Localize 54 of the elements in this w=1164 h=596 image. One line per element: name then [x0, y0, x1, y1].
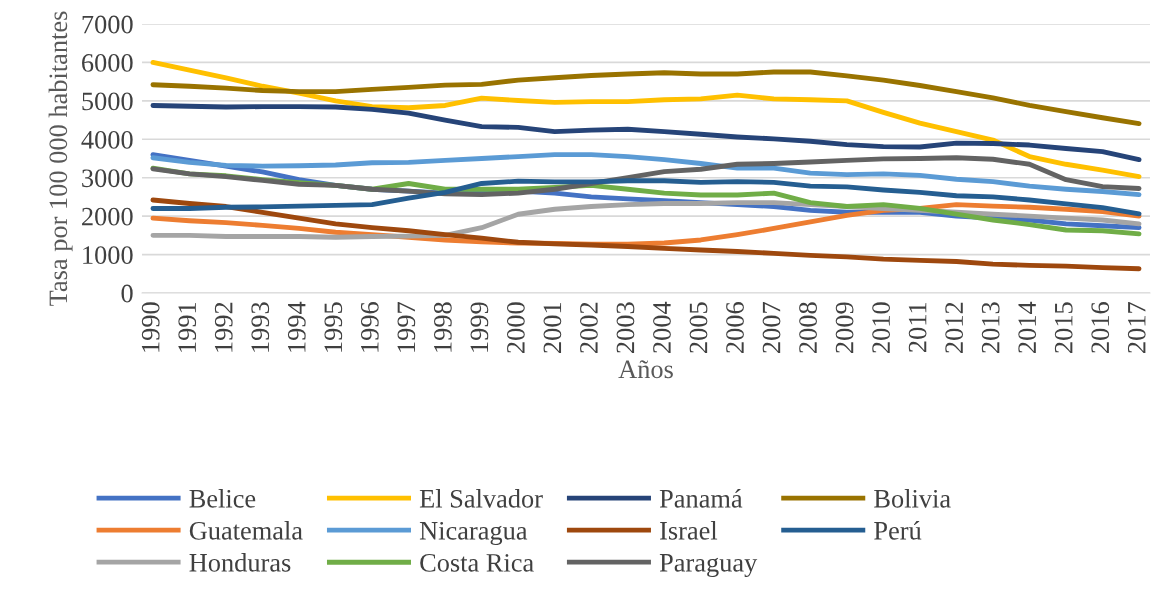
legend-label: Perú: [874, 521, 922, 540]
x-tick-label: 2012: [945, 302, 964, 353]
y-tick-label: 1000: [83, 246, 133, 264]
x-tick-label: 1992: [214, 302, 233, 352]
x-tick-label: 1999: [470, 302, 489, 352]
x-tick-label: 2008: [799, 302, 817, 353]
x-tick-label: 2009: [835, 302, 854, 353]
x-tick-label: 2017: [1127, 302, 1146, 353]
x-tick-label: 2011: [908, 302, 927, 352]
x-tick-label: 1996: [360, 302, 379, 352]
x-tick-label: 2005: [689, 302, 708, 353]
x-tick-label: 2004: [653, 301, 671, 353]
line-series: [150, 197, 1142, 272]
legend-label: Honduras: [189, 553, 291, 572]
x-tick-label: 2010: [872, 302, 890, 353]
legend-label: Israel: [660, 521, 718, 540]
x-tick-label: 2015: [1054, 302, 1073, 353]
line-series: [150, 60, 1142, 179]
line-series: [150, 178, 1142, 217]
y-tick-label: 0: [121, 284, 133, 303]
legend-label: Paraguay: [659, 554, 758, 578]
x-tick-label: 2007: [762, 302, 781, 353]
legend-label: El Salvador: [419, 489, 543, 508]
legend-label: Costa Rica: [420, 554, 534, 572]
x-tick-label: 1997: [397, 302, 416, 352]
x-tick-label: 2002: [580, 302, 598, 353]
x-tick-label: 1990: [141, 302, 160, 352]
x-tick-label: 2000: [506, 302, 525, 353]
y-tick-label: 2000: [82, 207, 133, 226]
x-tick-label: 2013: [981, 302, 1000, 353]
x-tick-label: 1995: [324, 302, 343, 352]
legend-label: Bolivia: [874, 489, 951, 508]
legend-label: Nicaragua: [419, 521, 528, 546]
line-series: [150, 69, 1142, 126]
y-tick-label: 4000: [81, 130, 133, 149]
x-axis-title: Años: [618, 360, 673, 379]
x-tick-label: 1994: [287, 301, 306, 352]
y-tick-label: 5000: [82, 92, 133, 111]
x-tick-label: 1993: [251, 302, 270, 352]
x-tick-label: 2006: [726, 302, 744, 353]
y-axis-title: Tasa por 100 000 habitantes: [48, 11, 73, 306]
legend-label: Belice: [189, 489, 256, 508]
x-tick-label: 1998: [433, 302, 452, 352]
x-tick-label: 1991: [178, 302, 197, 352]
y-tick-label: 6000: [82, 54, 133, 72]
y-tick-label: 3000: [82, 169, 133, 188]
x-tick-label: 2003: [616, 302, 635, 353]
x-tick-label: 2014: [1018, 301, 1037, 353]
legend-label: Guatemala: [189, 521, 303, 540]
line-series: [150, 103, 1142, 163]
x-tick-label: 2016: [1091, 302, 1110, 353]
y-tick-label: 7000: [82, 15, 133, 34]
x-tick-label: 2001: [543, 302, 562, 353]
legend-label: Panamá: [659, 489, 743, 508]
